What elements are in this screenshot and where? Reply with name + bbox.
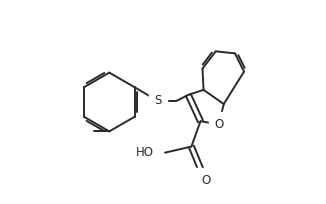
Text: O: O bbox=[214, 118, 223, 131]
Text: HO: HO bbox=[136, 146, 154, 159]
Text: O: O bbox=[201, 174, 210, 186]
Text: S: S bbox=[154, 94, 162, 108]
